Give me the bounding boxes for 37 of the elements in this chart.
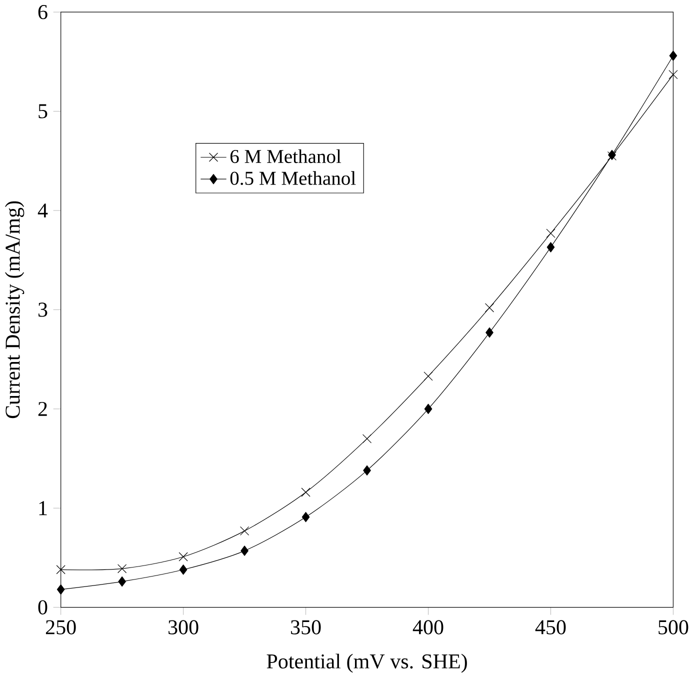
- x-axis-title: Potential (mV vs. SHE): [266, 654, 467, 673]
- x-tick-label: 300: [168, 620, 198, 634]
- y-tick-label: 6: [38, 5, 48, 20]
- y-tick-label: 3: [38, 302, 48, 317]
- x-tick-label: 350: [291, 620, 321, 634]
- point: [486, 328, 494, 338]
- y-tick-label: 2: [38, 402, 47, 416]
- point: [484, 303, 494, 312]
- y-axis-title: Current Density (mA/mg): [5, 201, 24, 418]
- point: [669, 50, 678, 61]
- point: [179, 564, 188, 575]
- point: [118, 576, 126, 587]
- point: [240, 526, 250, 536]
- point: [56, 565, 66, 574]
- x-tick-label: 500: [658, 620, 688, 634]
- x-tick-label: 250: [46, 620, 76, 634]
- point: [302, 512, 310, 522]
- point: [546, 242, 555, 252]
- point: [240, 546, 248, 556]
- point: [178, 552, 188, 562]
- point: [362, 434, 372, 444]
- y-tick-label: 5: [38, 104, 48, 118]
- point: [424, 372, 433, 381]
- point: [546, 228, 556, 238]
- y-tick-label: 1: [39, 501, 47, 516]
- legend-label: 0.5 M Methanol: [230, 171, 356, 186]
- point: [424, 404, 432, 414]
- y-tick-label: 4: [38, 204, 48, 218]
- point: [301, 488, 310, 497]
- point: [668, 70, 678, 80]
- point: [56, 584, 65, 595]
- point: [118, 564, 127, 574]
- legend-label: 6 M Methanol: [230, 149, 342, 164]
- x-tick-label: 400: [412, 620, 444, 634]
- point: [363, 465, 371, 476]
- x-tick-label: 450: [535, 620, 566, 634]
- y-tick-label: 0: [38, 600, 48, 615]
